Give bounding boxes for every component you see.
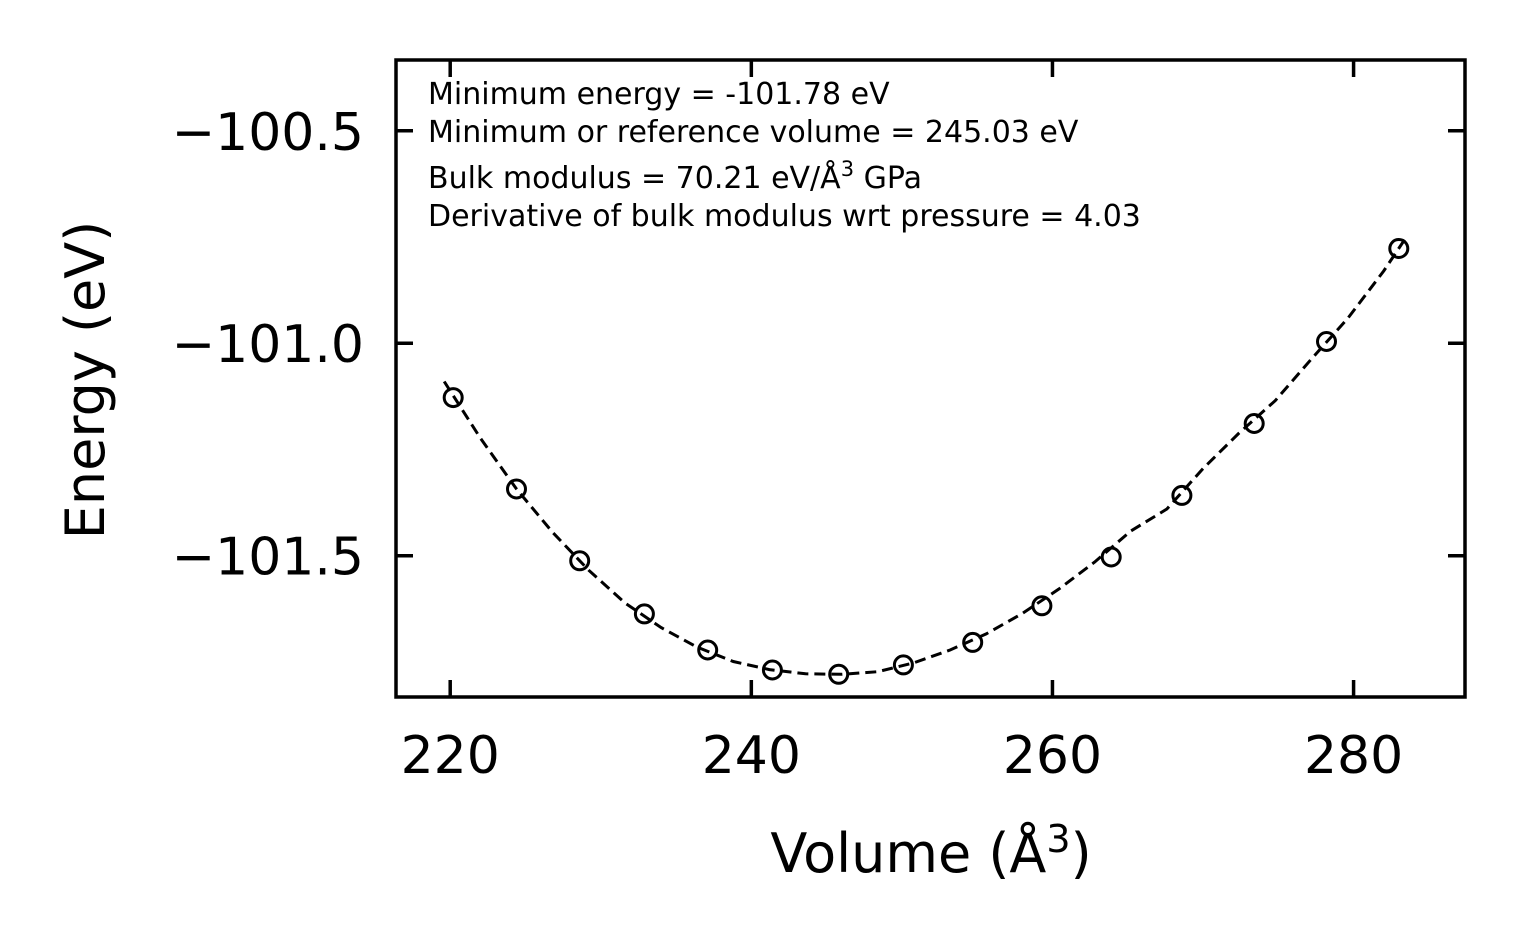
data-point — [1316, 331, 1337, 352]
x-tick-label: 280 — [1304, 726, 1403, 786]
x-axis-label-text: Volume (Å — [770, 821, 1046, 885]
x-tick-label: 220 — [401, 726, 500, 786]
data-point — [1171, 484, 1193, 506]
data-point — [1100, 546, 1122, 568]
x-axis-label-sup: 3 — [1046, 817, 1070, 861]
annotation-bulk-modulus: Bulk modulus = 70.21 eV/Å3 GPa — [428, 157, 922, 196]
plot-frame — [394, 58, 1467, 699]
data-point — [761, 659, 783, 681]
annotation-bulk-modulus-unit: GPa — [854, 161, 922, 196]
x-tick-label: 260 — [1003, 726, 1102, 786]
axis-tick-labels: 220 240 260 280 −100.5 −101.0 −101.5 — [172, 103, 1404, 786]
y-tick-label: −101.5 — [172, 528, 364, 588]
data-point — [697, 639, 719, 661]
annotation-bulk-derivative: Derivative of bulk modulus wrt pressure … — [428, 199, 1141, 234]
data-point — [1243, 413, 1265, 434]
annotation-bulk-modulus-sup: 3 — [841, 157, 854, 181]
x-tick-label: 240 — [702, 726, 801, 786]
data-point — [1031, 595, 1053, 617]
data-point — [828, 663, 850, 685]
y-tick-label: −100.5 — [172, 103, 364, 163]
data-point — [442, 387, 464, 409]
data-point — [892, 654, 914, 676]
data-point — [506, 478, 527, 500]
y-tick-label: −101.0 — [172, 315, 364, 375]
data-point — [1388, 238, 1410, 259]
x-axis-label: Volume (Å3) — [770, 817, 1091, 885]
fit-curve-layer — [442, 234, 1410, 676]
fit-curve-line — [442, 234, 1410, 676]
y-axis-label: Energy (eV) — [54, 221, 117, 540]
data-point — [569, 550, 591, 572]
annotation-min-energy: Minimum energy = -101.78 eV — [428, 77, 890, 112]
annotation-bulk-modulus-text: Bulk modulus = 70.21 eV/Å — [428, 160, 841, 196]
x-axis-label-close: ) — [1071, 822, 1092, 885]
data-points-layer — [442, 238, 1410, 685]
data-point — [962, 631, 984, 653]
axis-ticks — [396, 60, 1465, 697]
annotation-min-volume: Minimum or reference volume = 245.03 eV — [428, 115, 1079, 150]
data-point — [633, 603, 655, 625]
